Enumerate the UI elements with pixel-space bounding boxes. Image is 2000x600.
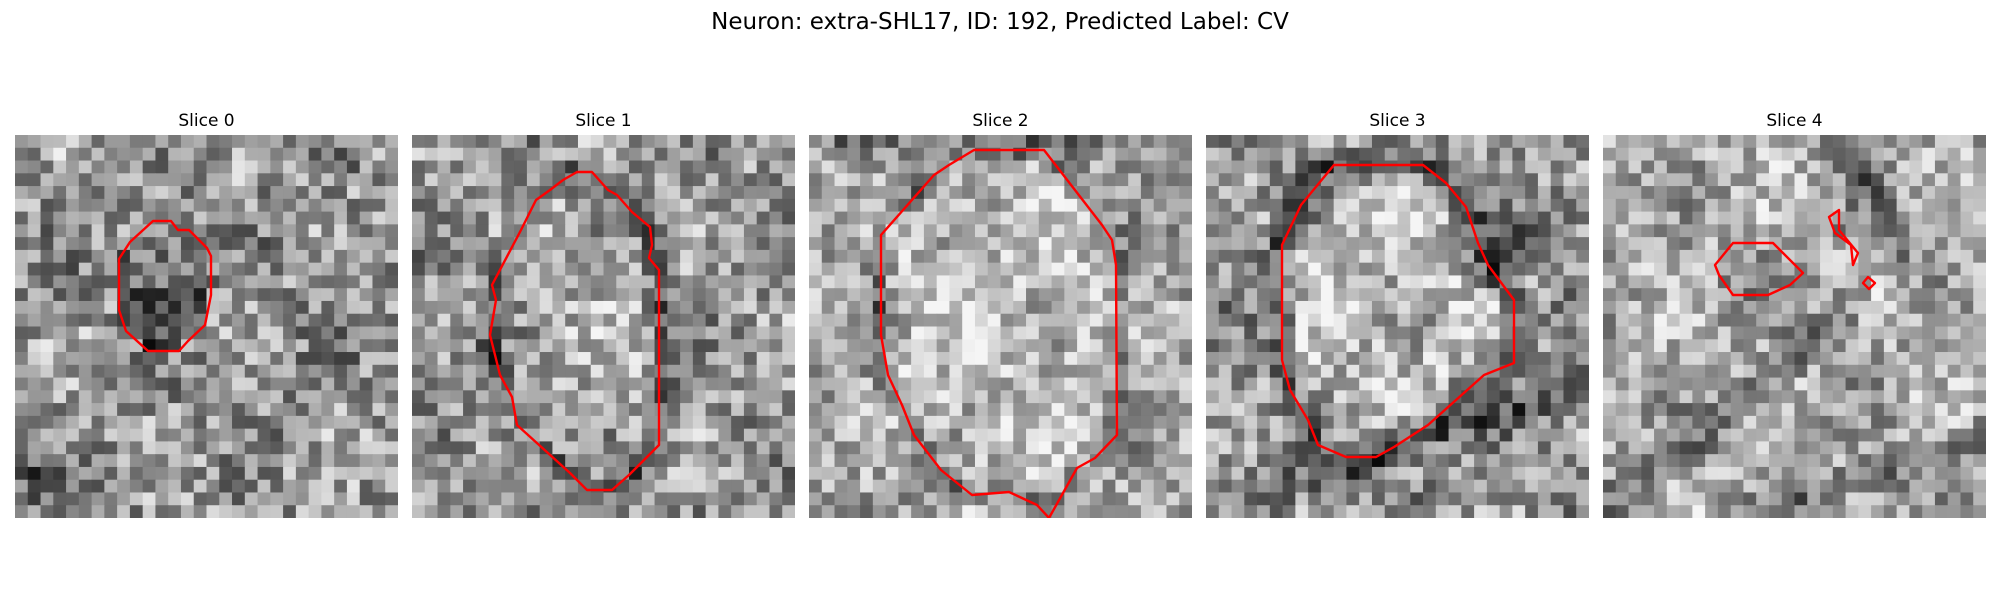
slice-image-0 (15, 135, 398, 518)
slice-pixels (1603, 135, 1986, 518)
slice-image-4 (1603, 135, 1986, 518)
segmentation-contour (1827, 208, 1860, 267)
slice-title-2: Slice 2 (972, 111, 1029, 131)
segmentation-contour (1280, 163, 1516, 459)
slice-image-2 (809, 135, 1192, 518)
segmentation-contour (1861, 275, 1877, 291)
slice-panel-2: Slice 2 (809, 108, 1192, 518)
segmentation-contour (117, 219, 213, 353)
figure-title: Neuron: extra-SHL17, ID: 192, Predicted … (711, 9, 1289, 35)
slice-image-1 (412, 135, 795, 518)
segmentation-contour (879, 148, 1119, 518)
slice-pixels (412, 135, 795, 518)
segmentation-contour (1713, 241, 1805, 297)
slice-pixels (1206, 135, 1589, 518)
slice-panel-3: Slice 3 (1206, 108, 1589, 518)
slice-panel-0: Slice 0 (15, 108, 398, 518)
slice-panel-1: Slice 1 (412, 108, 795, 518)
slice-panel-4: Slice 4 (1603, 108, 1986, 518)
segmentation-contour (488, 170, 661, 492)
slice-pixels (809, 135, 1192, 518)
slice-pixels (15, 135, 398, 518)
slice-title-4: Slice 4 (1766, 111, 1823, 131)
slice-title-3: Slice 3 (1369, 111, 1426, 131)
slice-title-1: Slice 1 (575, 111, 632, 131)
slice-image-3 (1206, 135, 1589, 518)
slice-title-0: Slice 0 (178, 111, 235, 131)
